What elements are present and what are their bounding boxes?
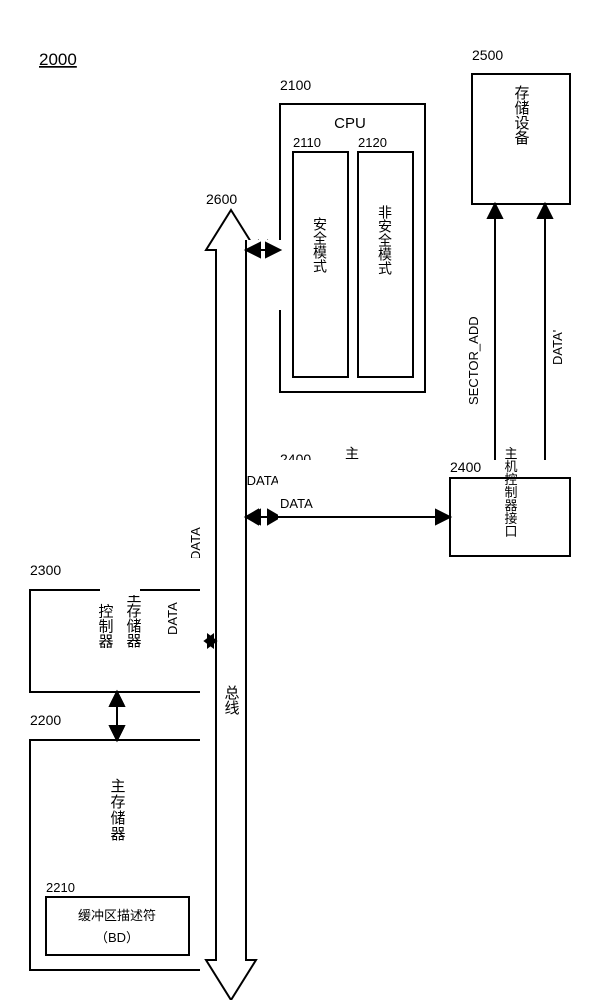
bus-id-redraw: 2600 (206, 191, 237, 207)
hci-id-r: 2400 (450, 459, 481, 475)
arrow-mm-mc-final (110, 692, 124, 740)
arrow-hci-storage-1 (488, 204, 502, 478)
hci-label-r: 主机控制器接口 (503, 447, 518, 538)
data-label-2: DATA (247, 473, 280, 488)
data-prime-label: DATA' (550, 330, 565, 365)
arrows-overlay: DATA 总线 2600 DATA DATA SECTOR_ADD (0, 0, 600, 1000)
bus-label-redraw: 总线 (223, 685, 240, 715)
data-label-1c: DATA (165, 602, 180, 635)
data-label-2b: DATA (280, 496, 313, 511)
sector-add-label: SECTOR_ADD (466, 316, 481, 405)
